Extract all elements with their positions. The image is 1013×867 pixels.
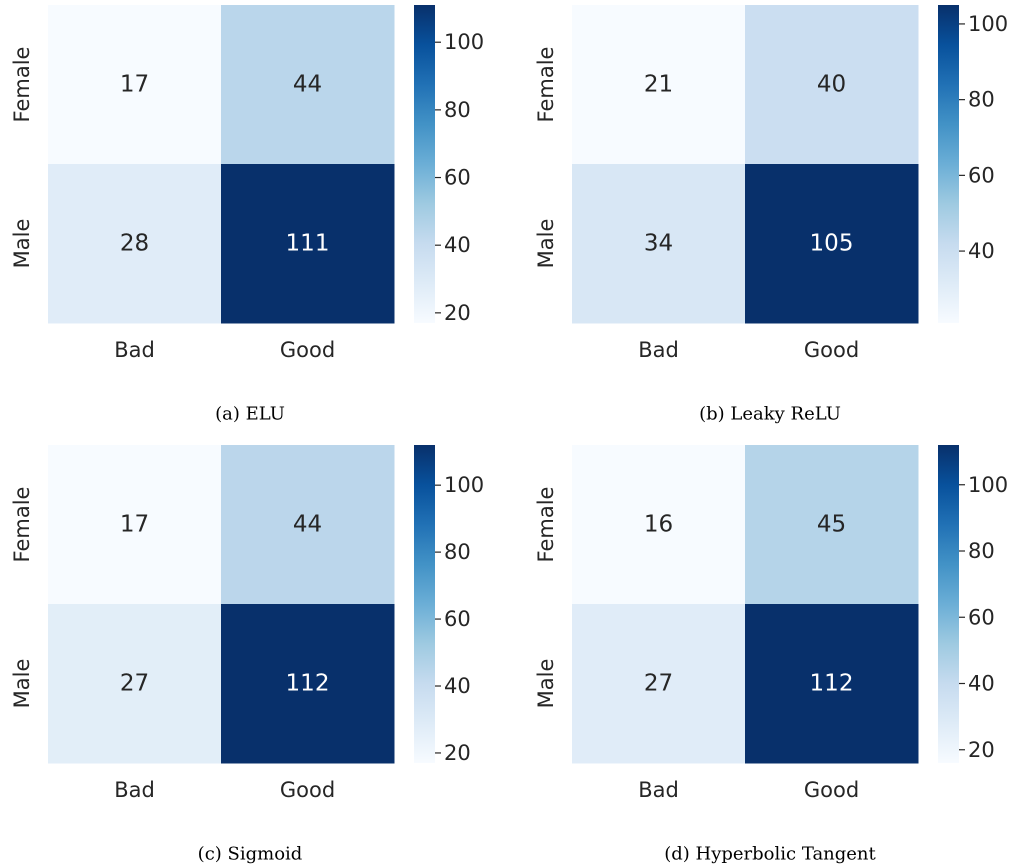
colorbar-tick-label: 20 bbox=[968, 738, 995, 762]
colorbar-tick-label: 80 bbox=[444, 540, 471, 564]
heatmap-cell bbox=[221, 5, 395, 165]
colorbar-tick-label: 40 bbox=[444, 674, 471, 698]
cell-value-label: 27 bbox=[644, 671, 673, 697]
y-tick-label: Female bbox=[10, 47, 34, 123]
heatmap-cell bbox=[48, 5, 222, 165]
subfigure-caption: (a) ELU bbox=[215, 404, 285, 425]
colorbar bbox=[414, 5, 435, 323]
heatmap-cell bbox=[48, 445, 222, 605]
colorbar-tick-label: 60 bbox=[444, 607, 471, 631]
cell-value-label: 105 bbox=[810, 231, 854, 257]
x-tick-label: Bad bbox=[638, 338, 679, 362]
colorbar bbox=[938, 445, 959, 763]
y-tick-label: Female bbox=[10, 487, 34, 563]
heatmap-panel: 21 40 34 105 Female Male Bad Good 40 60 80 100 (b) L… bbox=[534, 5, 1008, 425]
colorbar-tick-label: 20 bbox=[444, 301, 471, 325]
cell-value-label: 40 bbox=[817, 72, 846, 98]
cell-value-label: 44 bbox=[293, 72, 322, 98]
heatmap-cell bbox=[48, 604, 222, 764]
colorbar-tick-label: 40 bbox=[968, 239, 995, 263]
colorbar-tick-label: 80 bbox=[968, 539, 995, 563]
cell-value-label: 28 bbox=[120, 231, 149, 257]
x-tick-label: Bad bbox=[638, 778, 679, 802]
cell-value-label: 17 bbox=[120, 512, 149, 538]
heatmap-cell bbox=[221, 445, 395, 605]
colorbar-tick-label: 80 bbox=[968, 88, 995, 112]
colorbar-tick-label: 60 bbox=[968, 163, 995, 187]
heatmap-cell bbox=[221, 164, 395, 324]
heatmap-cell bbox=[745, 604, 919, 764]
colorbar-tick-label: 60 bbox=[444, 166, 471, 190]
colorbar bbox=[938, 5, 959, 323]
x-tick-label: Good bbox=[280, 338, 335, 362]
cell-value-label: 16 bbox=[644, 512, 673, 538]
y-tick-label: Male bbox=[534, 659, 558, 709]
heatmap-cell bbox=[572, 5, 746, 165]
y-tick-label: Male bbox=[10, 659, 34, 709]
subfigure-caption: (c) Sigmoid bbox=[198, 844, 303, 865]
cell-value-label: 27 bbox=[120, 671, 149, 697]
cell-value-label: 34 bbox=[644, 231, 673, 257]
heatmap-panel: 16 45 27 112 Female Male Bad Good 20 40 60 80 100 (d)… bbox=[534, 445, 1008, 865]
colorbar-tick-label: 40 bbox=[968, 672, 995, 696]
y-tick-label: Male bbox=[534, 219, 558, 269]
subfigure-caption: (d) Hyperbolic Tangent bbox=[664, 844, 876, 865]
cell-value-label: 17 bbox=[120, 72, 149, 98]
heatmap-cell bbox=[745, 5, 919, 165]
cell-value-label: 111 bbox=[286, 231, 330, 257]
x-tick-label: Good bbox=[280, 778, 335, 802]
colorbar-tick-label: 40 bbox=[444, 233, 471, 257]
colorbar-tick-label: 100 bbox=[444, 30, 484, 54]
heatmap-cell bbox=[572, 604, 746, 764]
colorbar bbox=[414, 445, 435, 763]
y-tick-label: Male bbox=[10, 219, 34, 269]
y-tick-label: Female bbox=[534, 47, 558, 123]
cell-value-label: 112 bbox=[286, 671, 330, 697]
x-tick-label: Good bbox=[804, 778, 859, 802]
heatmap-cell bbox=[572, 445, 746, 605]
cell-value-label: 21 bbox=[644, 72, 673, 98]
heatmap-panel: 17 44 28 111 Female Male Bad Good 20 40 60 80 100 (a)… bbox=[10, 5, 484, 425]
x-tick-label: Good bbox=[804, 338, 859, 362]
colorbar-tick-label: 100 bbox=[444, 473, 484, 497]
colorbar-tick-label: 20 bbox=[444, 741, 471, 765]
heatmap-cell bbox=[48, 164, 222, 324]
cell-value-label: 44 bbox=[293, 512, 322, 538]
x-tick-label: Bad bbox=[114, 338, 155, 362]
colorbar-tick-label: 100 bbox=[968, 12, 1008, 36]
cell-value-label: 112 bbox=[810, 671, 854, 697]
colorbar-tick-label: 60 bbox=[968, 605, 995, 629]
subfigure-caption: (b) Leaky ReLU bbox=[699, 404, 841, 425]
colorbar-tick-label: 80 bbox=[444, 98, 471, 122]
cell-value-label: 45 bbox=[817, 512, 846, 538]
heatmap-cell bbox=[221, 604, 395, 764]
x-tick-label: Bad bbox=[114, 778, 155, 802]
heatmap-panel: 17 44 27 112 Female Male Bad Good 20 40 60 80 100 (c)… bbox=[10, 445, 484, 865]
colorbar-tick-label: 100 bbox=[968, 473, 1008, 497]
heatmap-cell bbox=[745, 164, 919, 324]
heatmap-cell bbox=[572, 164, 746, 324]
y-tick-label: Female bbox=[534, 487, 558, 563]
heatmap-cell bbox=[745, 445, 919, 605]
